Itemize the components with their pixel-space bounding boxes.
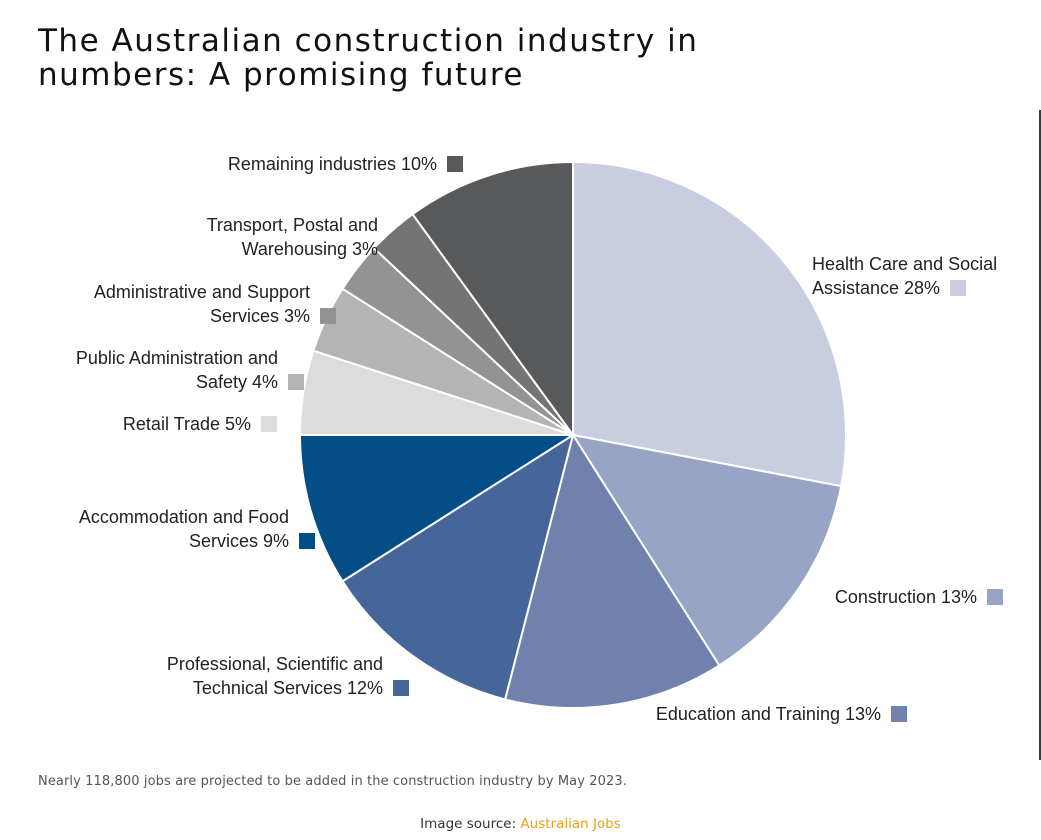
slice-label-line: Safety 4% — [196, 372, 278, 392]
slice-label-8: Transport, Postal and Warehousing 3% — [207, 215, 378, 259]
legend-swatch-3 — [393, 680, 409, 696]
slice-label-line: Technical Services 12% — [193, 678, 383, 698]
pie-slice-0 — [572, 160, 847, 488]
slice-label-0: Health Care and Social Assistance 28% — [812, 254, 997, 298]
legend-swatch-0 — [950, 280, 967, 296]
slice-label-line: Retail Trade 5% — [123, 414, 251, 434]
slice-label-line: Professional, Scientific and — [167, 654, 383, 674]
title-line-2: numbers: A promising future — [38, 57, 524, 93]
slice-label-1: Construction 13% — [835, 587, 977, 607]
slice-label-line: Transport, Postal and — [207, 215, 378, 235]
image-source-link[interactable]: Australian Jobs — [520, 816, 621, 832]
legend-swatch-7 — [320, 308, 336, 324]
pie-slice-3 — [341, 432, 575, 701]
slice-label-2: Education and Training 13% — [656, 704, 881, 724]
legend-swatch-5 — [261, 416, 277, 432]
slice-label-3: Professional, Scientific and Technical Se… — [167, 654, 383, 698]
pie-slice-1 — [570, 433, 843, 667]
chart-caption: Nearly 118,800 jobs are projected to be … — [38, 774, 627, 789]
title-line-1: The Australian construction industry in — [38, 23, 699, 59]
slice-label-4: Accommodation and Food Services 9% — [79, 507, 289, 551]
slice-label-6: Public Administration and Safety 4% — [76, 348, 278, 392]
pie-slice-4 — [298, 434, 577, 583]
right-border-line — [1039, 110, 1041, 760]
slice-label-line: Services 3% — [210, 306, 310, 326]
legend-swatch-4 — [299, 533, 315, 549]
slice-label-line: Education and Training 13% — [656, 704, 881, 724]
slice-label-line: Public Administration and — [76, 348, 278, 368]
slice-label-line: Assistance 28% — [812, 278, 940, 298]
slice-label-line: Health Care and Social — [812, 254, 997, 274]
pie-chart-svg: Health Care and Social Assistance 28% Cons… — [76, 154, 1003, 724]
image-source: Image source: Australian Jobs — [0, 816, 1041, 832]
slice-label-line: Warehousing 3% — [242, 239, 378, 259]
slice-label-5: Retail Trade 5% — [123, 414, 251, 434]
legend-swatch-6 — [288, 374, 304, 390]
legend-swatch-1 — [987, 589, 1003, 605]
image-source-prefix: Image source: — [420, 816, 521, 832]
pie-slice-2 — [503, 432, 721, 709]
pie-slice-9 — [411, 160, 574, 439]
slice-label-7: Administrative and Support Services 3% — [94, 282, 310, 326]
legend-swatch-8 — [388, 241, 404, 257]
slice-label-line: Remaining industries 10% — [228, 154, 437, 174]
legend-swatch-9 — [447, 156, 463, 172]
slice-label-line: Construction 13% — [835, 587, 977, 607]
page-title: The Australian construction industry in … — [38, 24, 798, 92]
slice-label-line: Administrative and Support — [94, 282, 310, 302]
legend-swatch-2 — [891, 706, 907, 722]
slice-label-9: Remaining industries 10% — [228, 154, 437, 174]
pie-chart: Health Care and Social Assistance 28% Cons… — [0, 108, 1041, 758]
slice-label-line: Services 9% — [189, 531, 289, 551]
slice-label-line: Accommodation and Food — [79, 507, 289, 527]
